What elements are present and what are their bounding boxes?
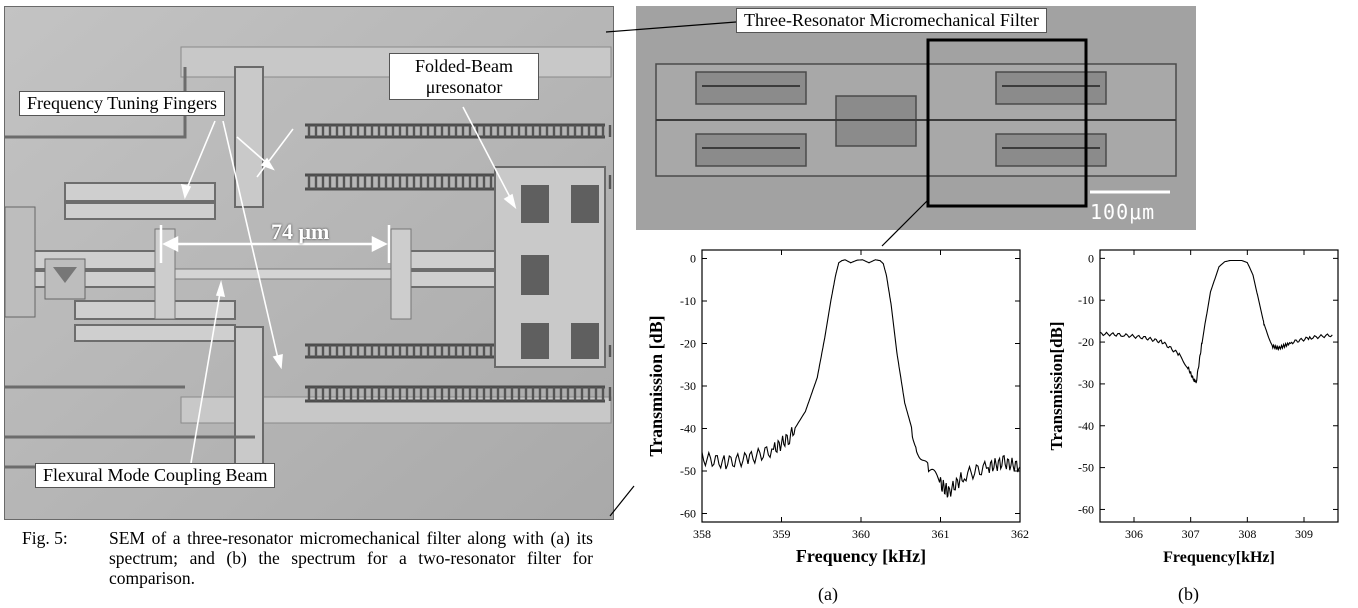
y-tick-label-a-4: -40 xyxy=(680,422,696,436)
chart-b: 306 307 308 309 0 -10 -20 -30 -40 -50 -60 Frequency… xyxy=(1047,249,1339,566)
series-line-b-0 xyxy=(1099,259,1333,384)
y-tick-label-b-6: -60 xyxy=(1078,502,1094,516)
chart-a: 358 359 360 361 362 0 -10 -20 -30 -40 -50 -60 Freque… xyxy=(646,249,1029,566)
y-tick-label-b-4: -40 xyxy=(1078,419,1094,433)
filter-overview-photo xyxy=(636,6,1196,230)
x-tick-label-a-0: 358 xyxy=(693,527,711,541)
x-tick-label-b-1: 307 xyxy=(1182,527,1200,541)
label-folded-beam-line1: Folded-Beam xyxy=(415,56,513,76)
caption-text: SEM of a three-resonator micromechanical… xyxy=(109,528,593,588)
x-tick-label-a-3: 361 xyxy=(932,527,950,541)
y-tick-label-b-1: -10 xyxy=(1078,293,1094,307)
x-tick-label-a-1: 359 xyxy=(773,527,791,541)
y-tick-label-a-2: -20 xyxy=(680,337,696,351)
overview-drawing xyxy=(636,6,1196,230)
x-tick-label-a-2: 360 xyxy=(852,527,870,541)
y-tick-label-a-1: -10 xyxy=(680,294,696,308)
y-axis-label-a: Transmission [dB] xyxy=(646,315,666,456)
label-frequency-tuning-fingers: Frequency Tuning Fingers xyxy=(19,91,226,116)
y-axis-label-b: Transmission[dB] xyxy=(1047,321,1066,450)
x-tick-label-b-2: 308 xyxy=(1238,527,1256,541)
label-three-resonator-filter: Three-Resonator Micromechanical Filter xyxy=(736,8,1047,33)
label-folded-beam-line2: μresonator xyxy=(425,76,503,97)
y-tick-label-b-3: -30 xyxy=(1078,377,1094,391)
scale-bar-label: 100μm xyxy=(1090,200,1156,224)
plot-frame-b xyxy=(1099,249,1339,523)
x-tick-label-b-3: 309 xyxy=(1295,527,1313,541)
y-tick-label-a-0: 0 xyxy=(690,252,696,266)
x-tick-label-a-4: 362 xyxy=(1011,527,1029,541)
y-tick-label-b-2: -20 xyxy=(1078,335,1094,349)
x-axis-label-b: Frequency[kHz] xyxy=(1163,549,1275,566)
y-tick-label-b-0: 0 xyxy=(1088,251,1094,265)
sem-micrograph: Frequency Tuning Fingers Folded-Beam μre… xyxy=(4,6,614,520)
label-folded-beam-resonator: Folded-Beam μresonator xyxy=(389,53,539,101)
sublabel-a: (a) xyxy=(818,584,838,604)
dimension-label: 74 μm xyxy=(271,219,330,244)
series-line-a-0 xyxy=(701,259,1021,498)
y-tick-label-a-6: -60 xyxy=(680,507,696,521)
x-tick-label-b-0: 306 xyxy=(1125,527,1143,541)
y-tick-label-a-5: -50 xyxy=(680,464,696,478)
label-coupling-beam: Flexural Mode Coupling Beam xyxy=(35,463,276,488)
x-axis-label-a: Frequency [kHz] xyxy=(796,546,926,566)
y-tick-label-a-3: -30 xyxy=(680,379,696,393)
sublabel-b: (b) xyxy=(1178,584,1199,604)
y-tick-label-b-5: -50 xyxy=(1078,461,1094,475)
caption-tag: Fig. 5: xyxy=(22,528,68,548)
plot-frame-a xyxy=(701,249,1021,523)
